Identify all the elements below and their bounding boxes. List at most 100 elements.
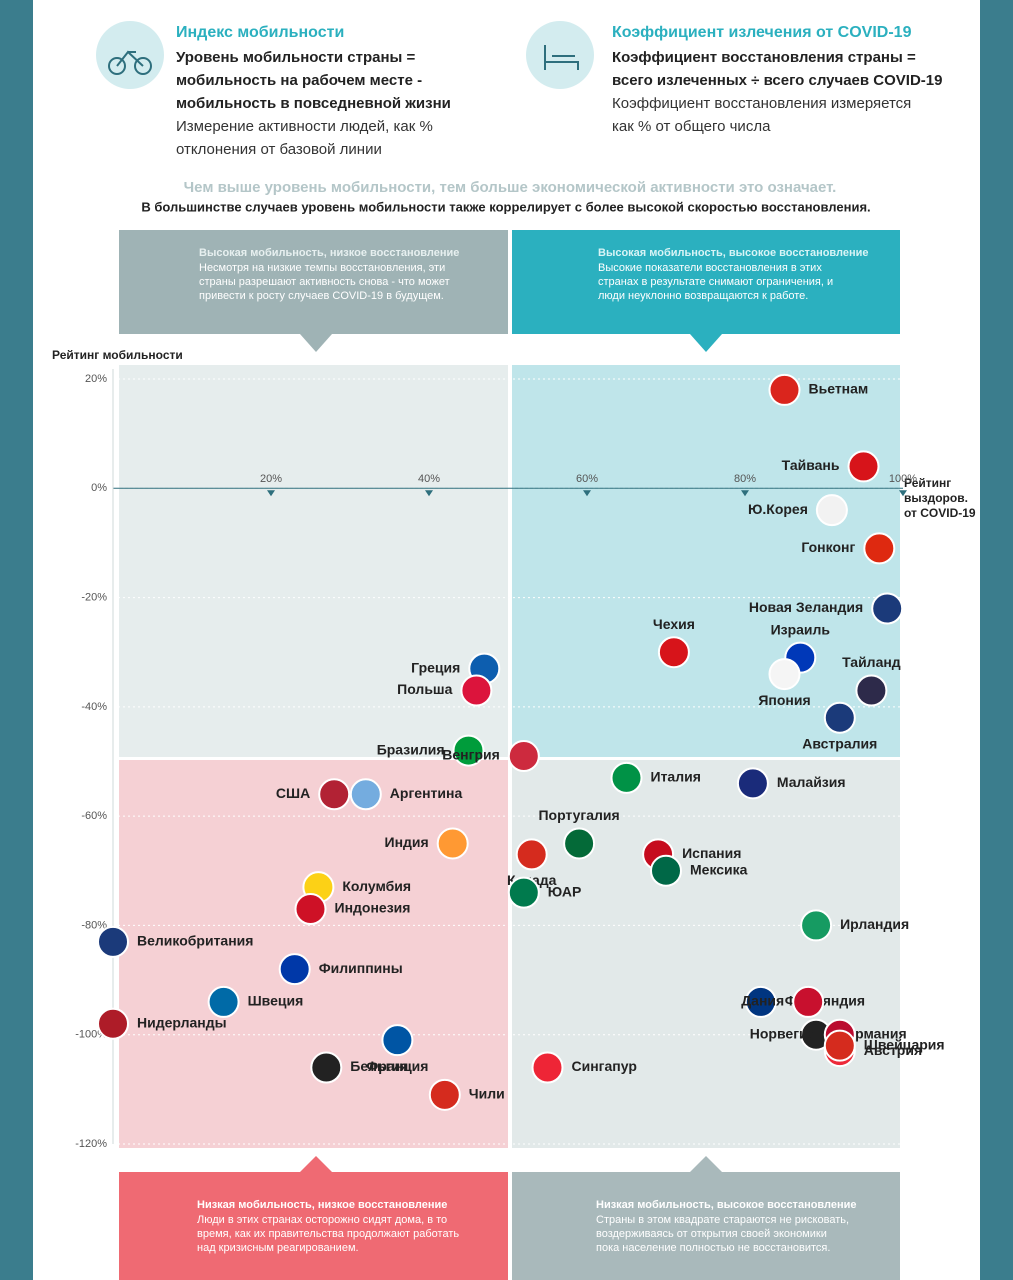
point-label: Колумбия <box>342 878 411 894</box>
header-note: как % от общего числа <box>612 118 771 135</box>
point <box>507 876 540 909</box>
quadrant-tl <box>119 365 508 757</box>
point-label: Франция <box>366 1058 428 1074</box>
point-label: Венгрия <box>442 747 500 763</box>
point <box>863 532 896 565</box>
point-label: Португалия <box>538 807 619 823</box>
point-label: Бельгия <box>350 1058 408 1074</box>
y-axis-label: Рейтинг мобильности <box>52 348 183 362</box>
point-label: Тайвань <box>782 457 840 473</box>
quadrant-text: Несмотря на низкие темпы восстановления,… <box>199 262 445 274</box>
x-tick-label: 60% <box>576 473 598 485</box>
point-label: Вьетнам <box>809 381 869 397</box>
x-tick <box>425 490 433 497</box>
point <box>800 909 833 942</box>
lead2: В большинстве случаев уровень мобильност… <box>141 199 870 214</box>
quadrant-text: страны разрешают активность снова - что … <box>199 276 450 288</box>
y-tick-label: 0% <box>91 482 107 494</box>
point <box>460 674 493 707</box>
point <box>531 1051 564 1084</box>
quadrant-text: Люди в этих странах осторожно сидят дома… <box>197 1214 447 1226</box>
header-title: Индекс мобильности <box>176 24 344 41</box>
x-tick-label: 100% <box>889 473 917 485</box>
lead: Чем выше уровень мобильности, тем больше… <box>184 179 837 196</box>
quadrant-text: пока население полностью не восстановитс… <box>596 1242 830 1254</box>
quadrant-text: над кризисным реагированием. <box>197 1242 359 1254</box>
quadrant-tr <box>512 365 900 757</box>
y-tick-label: -20% <box>81 591 107 603</box>
x-tick-label: 20% <box>260 473 282 485</box>
point <box>428 1078 461 1111</box>
point-label: Испания <box>682 845 741 861</box>
point-label: Индонезия <box>335 900 411 916</box>
point <box>855 674 888 707</box>
point <box>768 658 801 691</box>
point-label: Гонконг <box>801 539 855 555</box>
point-label: Аргентина <box>390 785 463 801</box>
point-label: Бразилия <box>377 741 445 757</box>
x-tick <box>741 490 749 497</box>
point <box>381 1024 414 1057</box>
point-label: Австрия <box>864 1042 922 1058</box>
x-tick <box>899 490 907 497</box>
point-label: Сингапур <box>572 1058 637 1074</box>
point-label: Израиль <box>771 621 831 637</box>
quadrant-box-bl <box>119 1172 508 1280</box>
quadrant-box-br <box>512 1172 900 1280</box>
header-note: отклонения от базовой линии <box>176 141 382 158</box>
header-formula: всего излеченных ÷ всего случаев COVID-1… <box>612 72 942 89</box>
point <box>563 827 596 860</box>
quadrant-title: Низкая мобильность, низкое восстановлени… <box>197 1199 447 1211</box>
point <box>650 854 682 887</box>
x-tick-label: 40% <box>418 473 440 485</box>
point <box>792 985 825 1018</box>
point-label: ЮАР <box>548 883 582 899</box>
point <box>436 827 469 860</box>
header-formula: мобильность в повседневной жизни <box>176 95 451 112</box>
point <box>310 1051 343 1084</box>
point <box>823 1029 856 1062</box>
header-formula: Коэффициент восстановления страны = <box>612 49 916 66</box>
quadrant-text: воздерживаясь от открытия своей экономик… <box>596 1228 827 1240</box>
quadrant-text: Высокие показатели восстановления в этих <box>598 262 822 274</box>
point-label: Польша <box>397 681 452 697</box>
point-label: США <box>276 785 310 801</box>
point <box>97 1007 129 1040</box>
header-formula: Уровень мобильности страны = <box>176 49 416 66</box>
point <box>452 734 485 767</box>
quadrant-title: Низкая мобильность, высокое восстановлен… <box>596 1199 857 1211</box>
point <box>349 778 382 811</box>
point <box>823 701 856 734</box>
point-label: Филиппины <box>319 960 403 976</box>
header-title: Коэффициент излечения от COVID-19 <box>612 24 912 41</box>
point-label: Дания <box>741 993 784 1009</box>
header-note: Измерение активности людей, как % <box>176 118 433 135</box>
point <box>278 953 311 986</box>
x-axis-label: Рейтинг <box>904 476 951 490</box>
y-tick-label: -60% <box>81 810 107 822</box>
point-label: Ирландия <box>840 916 909 932</box>
arrow <box>690 334 722 352</box>
point-label: Греция <box>411 659 460 675</box>
point <box>815 494 848 527</box>
point-label: Италия <box>651 769 701 785</box>
point <box>744 985 777 1018</box>
point <box>207 985 240 1018</box>
point-label: Нидерланды <box>137 1014 227 1030</box>
point-label: Малайзия <box>777 774 846 790</box>
x-axis-label: выздоров. <box>904 491 968 505</box>
point-label: Тайланд <box>842 654 901 670</box>
point <box>318 778 351 811</box>
point <box>294 893 327 926</box>
icons <box>108 45 579 75</box>
arrow <box>300 334 332 352</box>
x-tick-label: 80% <box>734 473 756 485</box>
point-label: Норвегия <box>750 1025 816 1041</box>
point <box>871 592 904 625</box>
point-label: Мексика <box>690 861 748 877</box>
point-label: Чехия <box>653 616 695 632</box>
point-label: Япония <box>758 692 810 708</box>
point-label: Австралия <box>802 735 877 751</box>
point-label: Чили <box>469 1086 505 1102</box>
